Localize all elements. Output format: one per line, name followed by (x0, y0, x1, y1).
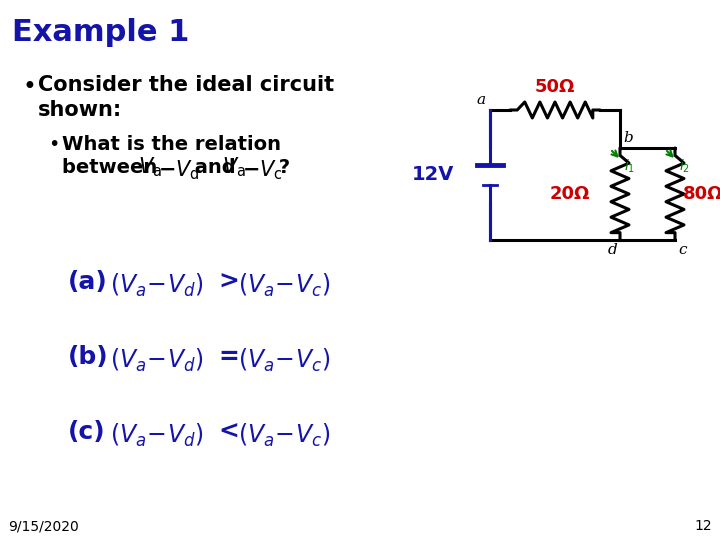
Text: $(V_a\!-\!V_c)$: $(V_a\!-\!V_c)$ (238, 272, 330, 299)
Text: <: < (218, 420, 239, 444)
Text: between: between (62, 158, 164, 177)
Text: 12V: 12V (412, 165, 454, 185)
Text: 12: 12 (694, 519, 712, 533)
Text: $(V_a\!-\!V_d)$: $(V_a\!-\!V_d)$ (110, 422, 204, 449)
Text: $\mathregular{-}V_{\rm d}$: $\mathregular{-}V_{\rm d}$ (158, 158, 199, 181)
Text: $i_2$: $i_2$ (679, 158, 690, 176)
Text: Example 1: Example 1 (12, 18, 189, 47)
Text: 20Ω: 20Ω (549, 185, 590, 203)
Text: (a): (a) (68, 270, 108, 294)
Text: c: c (678, 243, 686, 257)
Text: 50Ω: 50Ω (535, 78, 575, 96)
Text: $(V_a\!-\!V_d)$: $(V_a\!-\!V_d)$ (110, 272, 204, 299)
Text: $V_{\rm a}$: $V_{\rm a}$ (138, 155, 162, 179)
Text: ?: ? (272, 158, 290, 177)
Text: =: = (218, 345, 239, 369)
Text: $(V_a\!-\!V_c)$: $(V_a\!-\!V_c)$ (238, 347, 330, 374)
Text: (b): (b) (68, 345, 109, 369)
Text: b: b (623, 131, 633, 145)
Text: >: > (218, 270, 239, 294)
Text: a: a (477, 93, 486, 107)
Text: Consider the ideal circuit: Consider the ideal circuit (38, 75, 334, 95)
Text: d: d (607, 243, 617, 257)
Text: What is the relation: What is the relation (62, 135, 281, 154)
Text: and: and (188, 158, 243, 177)
Text: $(V_a\!-\!V_d)$: $(V_a\!-\!V_d)$ (110, 347, 204, 374)
Text: $(V_a\!-\!V_c)$: $(V_a\!-\!V_c)$ (238, 422, 330, 449)
Text: 80Ω: 80Ω (683, 185, 720, 203)
Text: 9/15/2020: 9/15/2020 (8, 519, 78, 533)
Text: $\mathregular{-}V_{\rm c}$: $\mathregular{-}V_{\rm c}$ (242, 158, 283, 181)
Text: •: • (22, 75, 36, 99)
Text: shown:: shown: (38, 100, 122, 120)
Text: $V_{\rm a}$: $V_{\rm a}$ (222, 155, 246, 179)
Text: (c): (c) (68, 420, 106, 444)
Text: $i_1$: $i_1$ (624, 158, 635, 176)
Text: •: • (48, 135, 59, 154)
